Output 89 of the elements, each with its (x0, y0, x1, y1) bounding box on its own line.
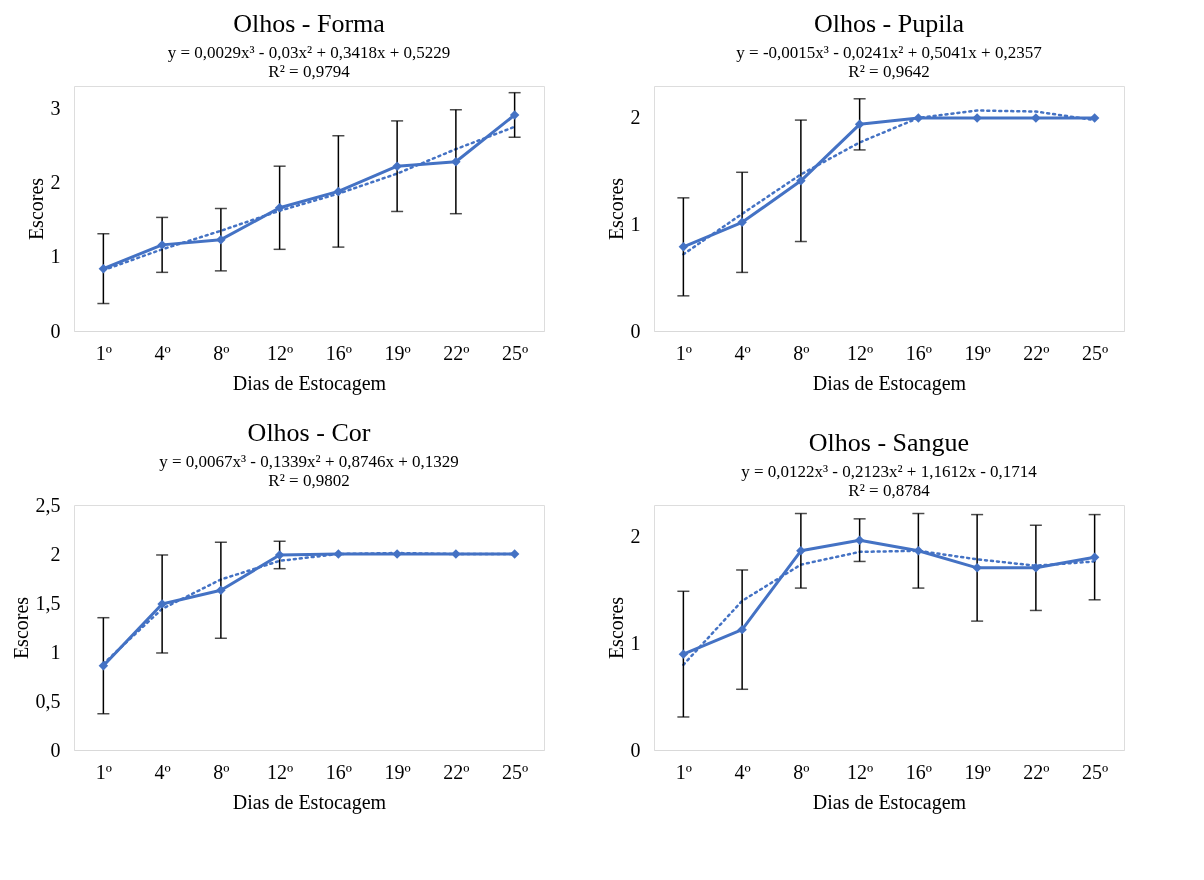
x-tick-label: 25º (502, 760, 529, 783)
point (796, 546, 806, 556)
y-tick-label: 0,5 (35, 689, 61, 712)
text: R² = 0,9794 (268, 62, 351, 81)
x-tick-label: 8º (793, 760, 810, 783)
x-tick-label: 25º (1082, 341, 1109, 364)
point (98, 263, 109, 274)
point (1031, 563, 1041, 573)
x-tick-label: 22º (443, 341, 470, 364)
y-tick-label: 2 (630, 525, 641, 548)
y-tick-label: 2 (50, 171, 61, 194)
point (972, 563, 982, 573)
x-tick-label: 19º (384, 341, 411, 364)
text: y = 0,0122x³ - 0,2123x² + 1,1612x - 0,1714 (741, 462, 1038, 481)
point (854, 535, 865, 545)
x-tick-label: 19º (384, 760, 411, 783)
x-tick-label: 8º (213, 760, 230, 783)
y-axis-title: Escores (9, 596, 32, 660)
x-tick-label: 22º (1023, 341, 1050, 364)
x-tick-label: 1º (675, 760, 692, 783)
x-axis-title: Dias de Estocagem (812, 371, 967, 395)
text: R² = 0,9802 (268, 471, 350, 490)
x-tick-label: 16º (905, 760, 932, 783)
y-tick-label: 1 (630, 631, 641, 654)
x-tick-label: 22º (1023, 760, 1050, 783)
point (274, 550, 285, 560)
y-axis-title: Escores (24, 177, 47, 241)
point (678, 649, 689, 659)
point (274, 203, 285, 213)
y-tick-label: 0 (630, 738, 641, 761)
point (333, 186, 344, 197)
y-axis-title: Escores (604, 177, 627, 241)
x-axis-title: Dias de Estocagem (232, 371, 387, 395)
y-tick-label: 0 (50, 319, 61, 342)
chart-title: Olhos - Forma (233, 9, 386, 38)
x-tick-label: 22º (443, 760, 470, 783)
y-tick-label: 3 (50, 96, 61, 119)
point (1089, 552, 1100, 562)
text: y = -0,0015x³ - 0,0241x² + 0,5041x + 0,2357 (736, 43, 1043, 62)
x-tick-label: 4º (154, 341, 171, 364)
text: y = 0,0067x³ - 0,1339x² + 0,8746x + 0,1329 (159, 452, 459, 471)
y-tick-label: 0 (50, 738, 61, 761)
x-tick-label: 4º (154, 760, 171, 783)
text: y = 0,0029x³ - 0,03x² + 0,3418x + 0,5229 (167, 43, 451, 62)
x-tick-label: 1º (95, 760, 112, 783)
point (737, 217, 747, 228)
text: R² = 0,9642 (848, 62, 930, 81)
point (678, 242, 689, 252)
x-tick-label: 16º (905, 341, 932, 364)
x-tick-label: 16º (325, 341, 352, 364)
x-tick-label: 4º (734, 760, 751, 783)
x-tick-label: 4º (734, 341, 751, 364)
chart-title: Olhos - Pupila (813, 9, 965, 38)
x-tick-label: 1º (95, 341, 112, 364)
y-tick-label: 1 (630, 212, 641, 235)
point (509, 110, 520, 120)
point (216, 234, 226, 245)
y-tick-label: 1 (50, 245, 61, 268)
y-tick-label: 0 (630, 319, 641, 342)
y-tick-label: 1,5 (35, 591, 61, 614)
point (98, 660, 109, 671)
x-tick-label: 16º (325, 760, 352, 783)
y-axis-title: Escores (604, 596, 627, 660)
x-tick-label: 8º (213, 341, 230, 364)
x-tick-label: 12º (267, 341, 294, 364)
x-axis-title: Dias de Estocagem (812, 790, 967, 814)
x-tick-label: 12º (847, 760, 874, 783)
y-tick-label: 1 (50, 640, 61, 663)
y-tick-label: 2,5 (35, 493, 61, 516)
x-tick-label: 19º (964, 341, 991, 364)
point (392, 161, 402, 171)
y-tick-label: 2 (630, 106, 641, 129)
x-tick-label: 25º (1082, 760, 1109, 783)
x-tick-label: 25º (502, 341, 529, 364)
point (737, 624, 747, 635)
x-tick-label: 12º (267, 760, 294, 783)
y-tick-label: 2 (50, 542, 61, 565)
x-tick-label: 1º (675, 341, 692, 364)
chart-title: Olhos - Cor (247, 418, 371, 447)
point (451, 156, 461, 167)
text: R² = 0,8784 (848, 481, 931, 500)
x-axis-title: Dias de Estocagem (232, 790, 387, 814)
chart-title: Olhos - Sangue (808, 428, 970, 457)
x-tick-label: 12º (847, 341, 874, 364)
point (796, 176, 806, 186)
point (854, 119, 865, 130)
x-tick-label: 8º (793, 341, 810, 364)
point (216, 585, 226, 595)
x-tick-label: 19º (964, 760, 991, 783)
